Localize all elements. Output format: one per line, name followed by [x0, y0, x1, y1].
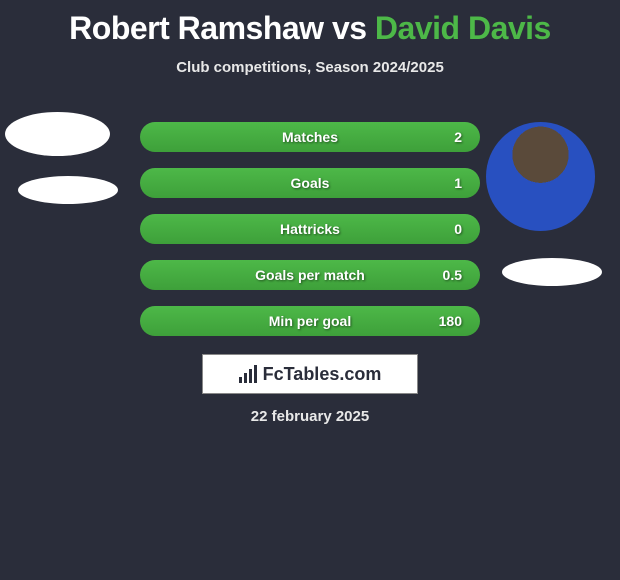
- stat-label: Min per goal: [269, 313, 351, 329]
- player2-name: David Davis: [375, 10, 551, 46]
- stat-label: Goals: [291, 175, 330, 191]
- player2-avatar: [486, 122, 595, 231]
- branding-box[interactable]: FcTables.com: [202, 354, 418, 394]
- stats-container: Matches 2 Goals 1 Hattricks 0 Goals per …: [140, 122, 480, 352]
- player2-badge-placeholder: [502, 258, 602, 286]
- stat-value-right: 1: [454, 175, 462, 191]
- stat-label: Hattricks: [280, 221, 340, 237]
- competition-subtitle: Club competitions, Season 2024/2025: [0, 59, 620, 76]
- stat-label: Goals per match: [255, 267, 365, 283]
- stat-value-right: 180: [439, 313, 462, 329]
- chart-icon: [239, 365, 257, 383]
- stat-value-right: 0.5: [443, 267, 462, 283]
- stat-bar-goals-per-match: Goals per match 0.5: [140, 260, 480, 290]
- stat-bar-goals: Goals 1: [140, 168, 480, 198]
- player2-avatar-image: [486, 122, 595, 231]
- vs-text: vs: [332, 10, 367, 46]
- player1-name: Robert Ramshaw: [69, 10, 323, 46]
- stat-bar-hattricks: Hattricks 0: [140, 214, 480, 244]
- stat-bar-matches: Matches 2: [140, 122, 480, 152]
- stat-value-right: 2: [454, 129, 462, 145]
- comparison-title: Robert Ramshaw vs David Davis: [0, 0, 620, 47]
- stat-bar-min-per-goal: Min per goal 180: [140, 306, 480, 336]
- branding-text: FcTables.com: [263, 364, 382, 385]
- stat-label: Matches: [282, 129, 338, 145]
- date-text: 22 february 2025: [0, 408, 620, 425]
- player1-avatar-placeholder: [5, 112, 110, 156]
- player1-badge-placeholder: [18, 176, 118, 204]
- stat-value-right: 0: [454, 221, 462, 237]
